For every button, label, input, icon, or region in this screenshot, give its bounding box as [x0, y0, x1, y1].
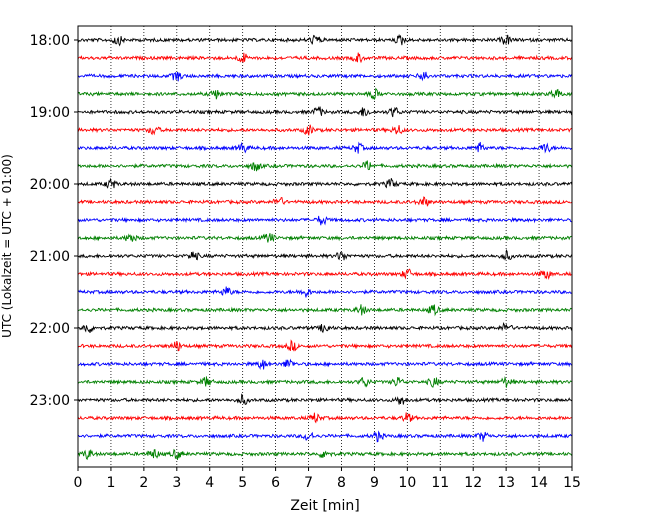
trace-1915 — [77, 124, 573, 136]
x-tick-label-7: 7 — [304, 475, 313, 491]
x-axis-label: Zeit [min] — [290, 498, 359, 514]
trace-2345 — [77, 448, 573, 461]
x-tick-label-9: 9 — [370, 475, 379, 491]
plot-frame — [77, 25, 573, 468]
x-tick-label-5: 5 — [238, 475, 247, 491]
y-tick-label-2300: 23:00 — [30, 393, 70, 409]
trace-2300 — [77, 393, 573, 405]
trace-2100 — [77, 248, 573, 261]
x-tick-label-0: 0 — [74, 475, 83, 491]
y-tick-label-2200: 22:00 — [30, 321, 70, 337]
y-axis-ticks: 18:00 19:00 20:00 21:00 22:00 23:00 — [30, 33, 78, 409]
trace-1930 — [77, 141, 573, 154]
trace-1800 — [77, 33, 573, 47]
x-tick-label-10: 10 — [398, 475, 416, 491]
trace-1815 — [77, 52, 573, 64]
x-tick-label-13: 13 — [497, 475, 515, 491]
x-tick-label-8: 8 — [337, 475, 346, 491]
seismogram-traces — [77, 33, 573, 461]
y-tick-label-1800: 18:00 — [30, 33, 70, 49]
trace-1945 — [77, 160, 573, 172]
x-tick-label-6: 6 — [271, 475, 280, 491]
trace-2315 — [77, 412, 573, 424]
x-tick-label-2: 2 — [139, 475, 148, 491]
x-tick-label-11: 11 — [431, 475, 449, 491]
x-tick-label-3: 3 — [172, 475, 181, 491]
trace-2215 — [77, 339, 573, 352]
trace-2015 — [77, 196, 573, 207]
x-tick-label-15: 15 — [563, 475, 581, 491]
x-tick-label-4: 4 — [205, 475, 214, 491]
y-tick-label-2100: 21:00 — [30, 249, 70, 265]
trace-1830 — [77, 71, 573, 82]
x-tick-label-14: 14 — [530, 475, 548, 491]
trace-1845 — [77, 87, 573, 101]
x-tick-label-12: 12 — [464, 475, 482, 491]
trace-2245 — [77, 375, 573, 388]
x-tick-label-1: 1 — [106, 475, 115, 491]
trace-2000 — [77, 177, 573, 189]
trace-2230 — [77, 358, 573, 371]
trace-2115 — [77, 268, 573, 281]
trace-2045 — [77, 233, 573, 243]
y-tick-label-1900: 19:00 — [30, 105, 70, 121]
trace-2030 — [77, 215, 573, 226]
y-axis-label: UTC (Lokalzeit = UTC + 01:00) — [0, 154, 14, 338]
trace-2330 — [77, 430, 573, 443]
y-tick-label-2000: 20:00 — [30, 177, 70, 193]
trace-2130 — [77, 286, 573, 298]
trace-2145 — [77, 304, 573, 317]
trace-2200 — [77, 322, 573, 334]
x-axis-ticks: 0 1 2 3 4 5 6 7 8 9 10 11 12 13 14 15 — [74, 467, 581, 491]
trace-1900 — [77, 106, 573, 118]
